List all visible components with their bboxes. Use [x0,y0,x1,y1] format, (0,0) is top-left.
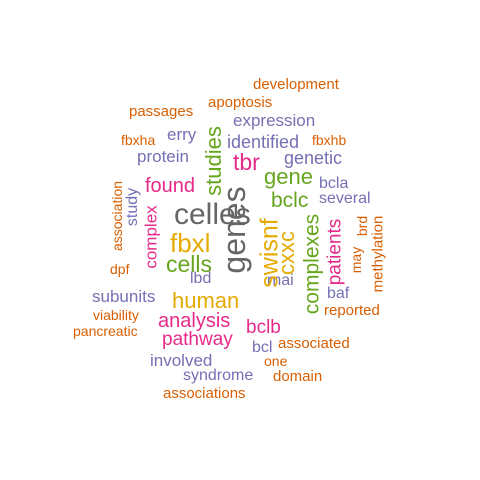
word-passages: passages [129,103,194,120]
word-fbxl: fbxl [170,228,211,258]
word-associations: associations [163,385,246,402]
word-syndrome: syndrome [183,367,254,384]
word-bclb: bclb [246,317,281,338]
word-dpf: dpf [110,261,130,277]
word-several: several [319,190,371,207]
word-cxxc: cxxc [274,231,299,275]
word-fbxhb: fbxhb [312,132,347,148]
word-association: association [109,180,125,252]
word-subunits: subunits [92,287,156,306]
word-one: one [264,353,288,369]
word-domain: domain [273,368,323,385]
word-pathway: pathway [162,329,233,350]
word-associated: associated [278,335,350,352]
word-viability: viability [93,307,139,323]
word-protein: protein [137,147,189,166]
word-bcla: bcla [319,175,349,192]
word-may: may [348,246,364,274]
word-apoptosis: apoptosis [208,94,273,111]
word-tbr: tbr [233,149,260,175]
word-patients: patients [324,218,346,286]
word-brd: brd [354,215,370,237]
word-cells: cells [166,251,213,277]
word-complex: complex [141,205,161,269]
word-gene: gene [264,164,313,189]
word-study: study [124,187,141,227]
word-celles: celles [174,198,251,231]
word-pancreatic: pancreatic [73,323,138,339]
word-fbxha: fbxha [121,132,156,148]
word-baf: baf [327,285,350,302]
word-involved: involved [150,351,213,370]
word-analysis: analysis [158,310,231,332]
word-bcl: bcl [252,339,273,356]
word-reported: reported [324,302,380,319]
word-lbd: lbd [190,270,212,287]
word-erry: erry [167,125,197,144]
word-identified: identified [227,132,300,152]
word-genes: genes [216,186,252,274]
word-studies: studies [201,126,226,196]
word-development: development [253,76,339,93]
word-genetic: genetic [284,148,343,168]
word-human: human [172,288,240,313]
word-found: found [145,175,196,197]
word-bclc: bclc [271,189,309,212]
word-methylation: methylation [369,215,387,293]
word-rnai: rnai [267,272,294,289]
word-expression: expression [233,111,316,130]
word-complexes: complexes [300,213,324,315]
